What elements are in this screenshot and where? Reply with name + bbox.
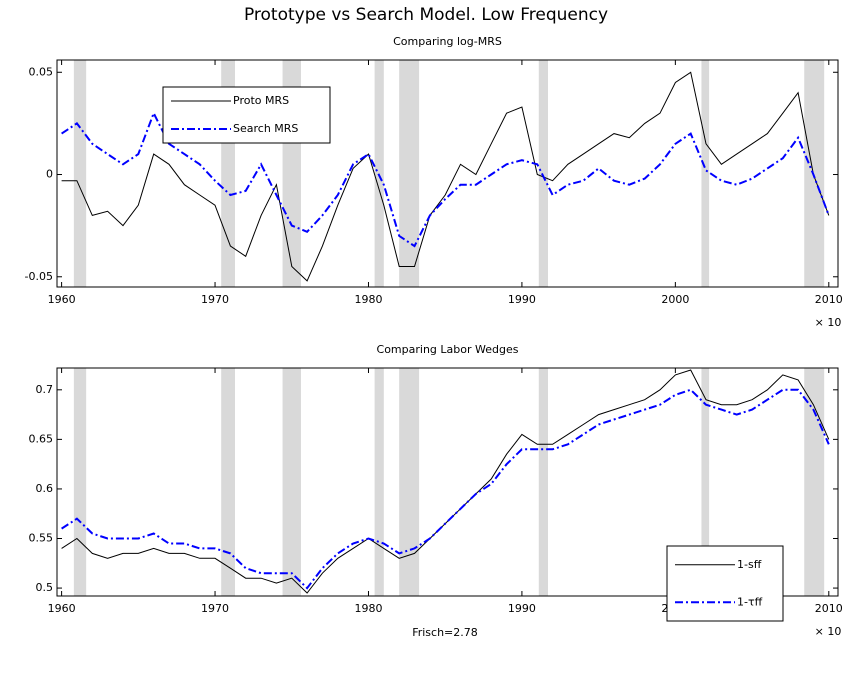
series-line <box>61 71 830 282</box>
x-tick-label: 2000 <box>661 293 689 306</box>
figure-title: Prototype vs Search Model. Low Frequency <box>244 5 608 25</box>
legend-box <box>666 545 784 622</box>
recession-band <box>538 60 549 287</box>
legend-label: Proto MRS <box>233 94 289 107</box>
legend-label: Search MRS <box>233 122 298 135</box>
plot-frame <box>56 59 839 288</box>
recession-band <box>221 368 235 596</box>
recession-band <box>804 60 825 287</box>
x-tick-label: 1980 <box>354 602 382 615</box>
y-tick-label: -0.05 <box>25 270 53 283</box>
x-axis-label: Frisch=2.78 <box>412 626 478 639</box>
x-tick-label: 1990 <box>508 293 536 306</box>
recession-band <box>701 60 710 287</box>
recession-band <box>73 60 87 287</box>
plot-frame <box>56 367 839 597</box>
x-tick-label: 1990 <box>508 602 536 615</box>
x-tick-label: 1960 <box>48 293 76 306</box>
recession-band <box>399 60 420 287</box>
recession-band <box>701 368 710 596</box>
series-line <box>61 388 830 590</box>
x-exponent-label: × 10 <box>815 316 842 329</box>
subplot-title: Comparing Labor Wedges <box>377 343 519 356</box>
y-tick-label: 0.6 <box>36 482 54 495</box>
y-tick-label: 0.5 <box>36 581 54 594</box>
recession-band <box>399 368 420 596</box>
legend-label: 1-τff <box>737 595 763 608</box>
x-tick-label: 1970 <box>201 293 229 306</box>
plot-lines <box>61 71 830 282</box>
legend-label: 1-sff <box>737 558 762 571</box>
y-tick-label: 0.65 <box>29 432 54 445</box>
plot-lines <box>61 369 830 594</box>
y-tick-label: 0.55 <box>29 532 54 545</box>
y-tick-label: 0 <box>46 168 53 181</box>
x-tick-label: 1970 <box>201 602 229 615</box>
x-tick-label: 1960 <box>48 602 76 615</box>
y-tick-label: 0.05 <box>29 65 54 78</box>
recession-band <box>282 368 301 596</box>
x-tick-label: 2010 <box>815 602 843 615</box>
recession-band <box>374 368 384 596</box>
series-line <box>61 110 830 248</box>
subplot-title: Comparing log-MRS <box>393 35 502 48</box>
x-tick-label: 1980 <box>354 293 382 306</box>
x-tick-label: 2010 <box>815 293 843 306</box>
recession-band <box>538 368 549 596</box>
y-tick-label: 0.7 <box>36 383 54 396</box>
x-exponent-label: × 10 <box>815 625 842 638</box>
legend-box <box>162 86 331 144</box>
recession-band <box>73 368 87 596</box>
